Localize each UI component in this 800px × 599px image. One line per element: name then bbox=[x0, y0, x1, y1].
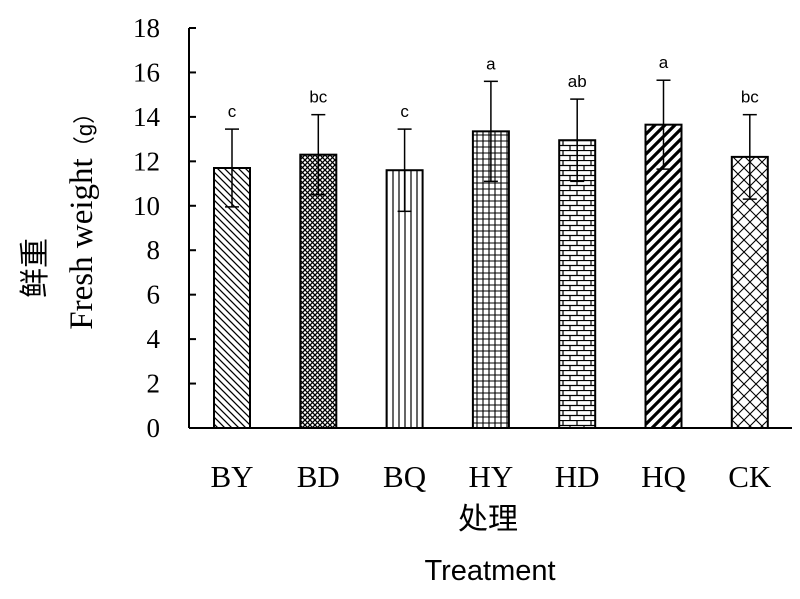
y-tick-label: 6 bbox=[147, 280, 161, 310]
significance-label-ck: bc bbox=[741, 88, 759, 107]
y-tick-label: 4 bbox=[147, 324, 161, 354]
x-tick-label-bd: BD bbox=[297, 459, 340, 494]
x-tick-label-hy: HY bbox=[469, 459, 514, 494]
y-axis-label-unit: （g） bbox=[72, 102, 97, 158]
significance-label-hy: a bbox=[486, 54, 496, 73]
bar-bd bbox=[299, 153, 338, 430]
x-tick-label-bq: BQ bbox=[383, 459, 426, 494]
y-tick-label: 14 bbox=[133, 102, 161, 132]
significance-label-by: c bbox=[228, 102, 237, 121]
bar-by bbox=[213, 167, 251, 429]
y-tick-label: 0 bbox=[147, 413, 161, 443]
x-tick-label-hq: HQ bbox=[641, 459, 686, 494]
y-axis-label-chinese: 鲜重 bbox=[18, 238, 53, 298]
y-tick-label: 16 bbox=[133, 57, 160, 87]
x-tick-label-by: BY bbox=[210, 459, 253, 494]
y-tick-label: 12 bbox=[133, 146, 160, 176]
y-tick-label: 2 bbox=[147, 369, 161, 399]
x-axis-label-english: Treatment bbox=[424, 555, 555, 587]
x-axis-label-chinese: 处理 bbox=[458, 502, 518, 537]
y-tick-label: 18 bbox=[133, 13, 160, 43]
significance-label-bq: c bbox=[400, 102, 409, 121]
significance-label-hq: a bbox=[659, 53, 669, 72]
y-axis-label-english: Fresh weight bbox=[64, 158, 100, 329]
x-tick-label-ck: CK bbox=[728, 459, 772, 494]
bars: c bc c a ab a bc bbox=[213, 53, 769, 430]
x-tick-label-hd: HD bbox=[555, 459, 600, 494]
bar-hq bbox=[644, 123, 683, 430]
y-tick-label: 10 bbox=[133, 191, 160, 221]
bar-hd bbox=[558, 139, 597, 429]
x-ticks: BY BD BQ HY HD HQ CK bbox=[210, 459, 771, 494]
significance-label-hd: ab bbox=[568, 72, 587, 91]
y-ticks: 0 2 4 6 8 10 12 14 16 18 bbox=[133, 13, 196, 443]
significance-label-bd: bc bbox=[309, 88, 327, 107]
y-tick-label: 8 bbox=[147, 235, 161, 265]
